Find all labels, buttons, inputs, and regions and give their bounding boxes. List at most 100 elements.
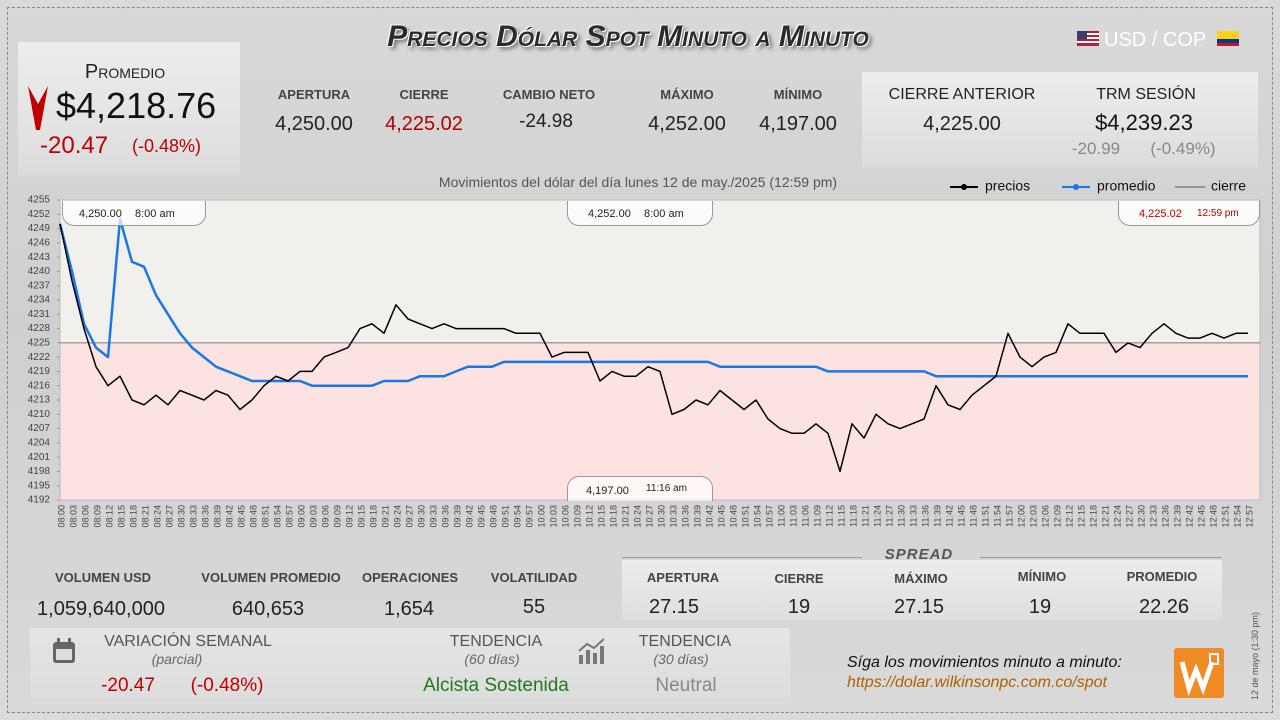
legend-dot <box>1073 184 1079 190</box>
x-tick-label: 10:48 <box>728 505 738 528</box>
annotation-time: 12:59 pm <box>1197 208 1239 219</box>
x-tick-label: 10:15 <box>596 505 606 528</box>
x-tick-label: 08:00 <box>56 505 66 528</box>
x-tick-label: 09:27 <box>404 505 414 528</box>
spread-value: 19 <box>1028 596 1052 618</box>
y-tick-label: 4237 <box>28 280 51 291</box>
x-tick-label: 12:24 <box>1112 505 1122 528</box>
x-tick-label: 10:24 <box>632 505 642 528</box>
x-tick-label: 11:45 <box>956 505 966 527</box>
annotation: 4,225.02 12:59 pm <box>1118 201 1260 226</box>
annotation: 4,197.00 11:16 am <box>567 476 713 501</box>
spread-value: 19 <box>787 596 811 618</box>
summary-change: -20.47 <box>40 132 109 159</box>
x-tick-label: 11:00 <box>776 505 786 527</box>
y-tick-label: 4204 <box>28 437 51 448</box>
x-tick-label: 08:24 <box>152 505 162 528</box>
x-tick-label: 11:24 <box>872 505 882 527</box>
x-tick-label: 09:51 <box>500 505 510 528</box>
y-tick-label: 4201 <box>28 452 51 463</box>
spread-label: PROMEDIO <box>1126 569 1198 584</box>
x-tick-label: 09:12 <box>344 505 354 528</box>
y-tick-label: 4240 <box>28 266 51 277</box>
x-tick-label: 09:39 <box>452 505 462 528</box>
y-tick-label: 4192 <box>28 495 51 506</box>
annotation-time: 11:16 am <box>646 483 687 494</box>
x-tick-label: 10:39 <box>692 505 702 528</box>
x-tick-label: 08:30 <box>176 505 186 528</box>
x-tick-label: 11:33 <box>908 505 918 527</box>
x-tick-label: 12:57 <box>1244 505 1254 528</box>
x-tick-label: 08:12 <box>104 505 114 528</box>
spread-rule <box>622 557 862 558</box>
x-tick-label: 12:48 <box>1208 505 1218 528</box>
annotation: 4,250.00 8:00 am <box>62 201 206 226</box>
spread-label: CIERRE <box>774 571 824 586</box>
legend-label: promedio <box>1097 178 1156 194</box>
trm-value: $4,239.23 <box>1095 110 1193 135</box>
trend-note: (30 días) <box>653 651 709 667</box>
trend-label: TENDENCIA <box>638 633 732 650</box>
y-tick-label: 4219 <box>28 366 51 377</box>
x-tick-label: 11:03 <box>788 505 798 527</box>
x-tick-label: 09:30 <box>416 505 426 528</box>
x-tick-label: 09:54 <box>512 505 522 528</box>
x-tick-label: 12:12 <box>1064 505 1074 528</box>
x-tick-label: 10:36 <box>680 505 690 528</box>
x-tick-label: 09:09 <box>332 505 342 528</box>
x-tick-label: 08:36 <box>200 505 210 528</box>
volume-value: 640,653 <box>231 598 305 620</box>
x-tick-label: 11:12 <box>824 505 834 527</box>
spread-rule <box>980 557 1222 558</box>
x-tick-label: 10:09 <box>572 505 582 528</box>
x-tick-label: 11:51 <box>980 505 990 527</box>
co-flag <box>1217 31 1239 46</box>
spread-value: 27.15 <box>648 596 700 618</box>
y-tick-label: 4228 <box>28 323 51 334</box>
x-tick-label: 10:33 <box>668 505 678 528</box>
annotation: 4,252.00 8:00 am <box>567 201 713 226</box>
trend-value: Alcista Sostenida <box>423 675 569 696</box>
x-tick-label: 11:06 <box>800 505 810 527</box>
previous-panel <box>862 72 1258 168</box>
stat-label: APERTURA <box>277 87 351 102</box>
x-tick-label: 08:48 <box>248 505 258 528</box>
y-tick-label: 4234 <box>28 295 51 306</box>
spread-title: SPREAD <box>884 546 954 563</box>
stat-value: 4,197.00 <box>759 113 837 135</box>
x-tick-label: 10:03 <box>548 505 558 528</box>
x-tick-label: 11:48 <box>968 505 978 527</box>
legend-dot <box>961 184 967 190</box>
previous-label: CIERRE ANTERIOR <box>888 86 1036 103</box>
footer-text: Síga los movimientos minuto a minuto: <box>847 654 1122 671</box>
summary-value: $4,218.76 <box>56 85 217 126</box>
x-tick-label: 08:21 <box>140 505 150 528</box>
x-tick-label: 11:30 <box>896 505 906 527</box>
timestamp: 12 de mayo (1:30 pm) <box>1250 611 1260 700</box>
x-tick-label: 10:45 <box>716 505 726 528</box>
x-tick-label: 11:54 <box>992 505 1002 527</box>
spread-panel <box>622 560 1222 620</box>
y-tick-label: 4249 <box>28 223 51 234</box>
x-tick-label: 09:21 <box>380 505 390 528</box>
x-tick-label: 12:03 <box>1028 505 1038 528</box>
x-tick-label: 09:33 <box>428 505 438 528</box>
spread-label: MÁXIMO <box>894 571 948 586</box>
trend-icon <box>578 638 605 664</box>
weekly-label: VARIACIÓN SEMANAL <box>104 633 272 650</box>
x-tick-label: 08:51 <box>260 505 270 528</box>
x-tick-label: 08:42 <box>224 505 234 528</box>
y-tick-label: 4252 <box>28 209 51 220</box>
y-tick-label: 4198 <box>28 466 51 477</box>
x-tick-label: 12:39 <box>1172 505 1182 528</box>
x-tick-label: 11:15 <box>836 505 846 527</box>
x-tick-label: 11:18 <box>848 505 858 527</box>
x-tick-label: 10:27 <box>644 505 654 528</box>
bottom-panel <box>30 628 790 698</box>
weekly-note: (parcial) <box>151 651 203 667</box>
x-tick-label: 11:42 <box>944 505 954 527</box>
x-tick-label: 09:48 <box>488 505 498 528</box>
calendar-icon <box>53 638 75 663</box>
footer-url[interactable]: https://dolar.wilkinsonpc.com.co/spot <box>847 674 1107 691</box>
stat-label: MÁXIMO <box>660 87 714 102</box>
